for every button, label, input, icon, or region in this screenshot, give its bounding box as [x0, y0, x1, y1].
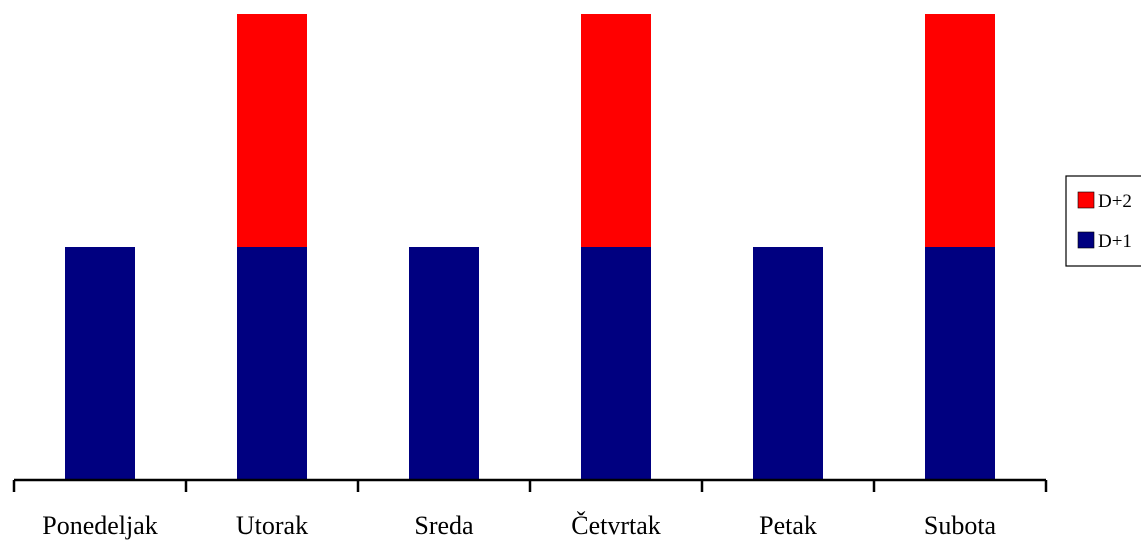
bar-d1-2: [409, 247, 479, 480]
x-tick-label: Utorak: [236, 511, 308, 540]
x-tick-label: Petak: [759, 511, 817, 540]
x-tick-label: Subota: [924, 511, 997, 540]
bar-d1-1: [237, 247, 307, 480]
legend-label: D+2: [1098, 191, 1132, 212]
bar-d2-5: [925, 14, 995, 247]
x-axis: [12, 478, 1048, 492]
x-axis-tick-labels: Ponedeljak Utorak Sreda Četvrtak Petak Subota: [42, 511, 996, 540]
legend-swatch: [1077, 191, 1095, 209]
legend: D+2 D+1: [1065, 175, 1141, 267]
bar-d1-4: [753, 247, 823, 480]
legend-label: D+1: [1098, 231, 1132, 252]
x-tick-label: Sreda: [414, 511, 474, 540]
bar-d2-3: [581, 14, 651, 247]
x-tick-label: Ponedeljak: [42, 511, 158, 540]
bar-d2-1: [237, 14, 307, 247]
legend-frame: [1065, 175, 1141, 267]
bar-d1-3: [581, 247, 651, 480]
bar-d1-0: [65, 247, 135, 480]
bar-d1-5: [925, 247, 995, 480]
legend-swatch: [1077, 231, 1095, 249]
x-tick-label: Četvrtak: [571, 511, 661, 540]
bars-layer: [65, 14, 995, 480]
